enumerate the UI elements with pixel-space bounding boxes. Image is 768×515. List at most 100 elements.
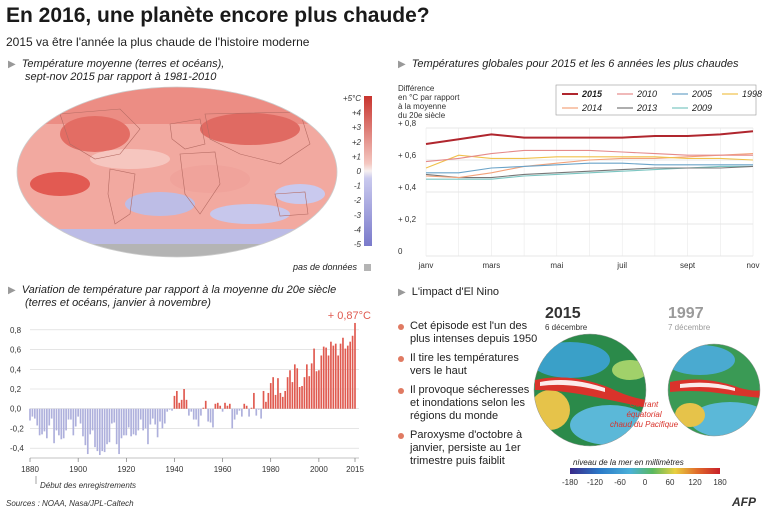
bar	[101, 408, 104, 452]
y-tick-label: 0,0	[10, 405, 22, 414]
series-line-2005	[426, 162, 753, 174]
bar	[33, 408, 36, 419]
bar	[115, 408, 118, 445]
current-label: Courant équatorial chaud du Pacifique	[610, 400, 678, 430]
x-tick-label: 1900	[69, 465, 87, 474]
bar	[262, 390, 265, 409]
sea-level-gradient	[570, 468, 720, 474]
bar	[279, 392, 282, 409]
sea-tick-label: -180	[562, 478, 579, 487]
bar	[113, 408, 116, 423]
bar	[284, 390, 287, 409]
globe2-date: 7 décembre	[668, 323, 711, 332]
bar	[151, 408, 154, 419]
sea-tick-label: 0	[643, 478, 648, 487]
sea-tick-label: -120	[587, 478, 604, 487]
legend-label: 2005	[691, 89, 713, 99]
elnino-bullets: Cet épisode est l'un des plus intenses d…	[398, 320, 538, 474]
scale-tick-label: -4	[354, 225, 362, 234]
bar	[303, 377, 306, 409]
bar	[156, 408, 159, 438]
series-line-2013	[425, 165, 754, 179]
bar	[339, 343, 342, 409]
bar	[320, 355, 323, 409]
legend-label: 2014	[581, 103, 602, 113]
bar	[171, 408, 173, 411]
y-tick-label: 0	[398, 247, 403, 256]
no-data-label: pas de données	[293, 262, 358, 272]
bars-title-line1: Variation de température par rapport à l…	[21, 284, 337, 296]
globe-2015	[534, 334, 646, 446]
scale-tick-label: -1	[354, 182, 361, 191]
bar	[346, 345, 349, 409]
legend-box	[555, 84, 757, 116]
bar	[241, 408, 243, 417]
y-tick-label: + 0,2	[398, 215, 417, 224]
bar	[111, 408, 113, 424]
triangle-icon: ▶	[398, 59, 406, 70]
triangle-icon: ▶	[398, 287, 406, 298]
bar	[308, 376, 311, 409]
sea-level-globes	[533, 333, 761, 447]
bullet-item: Cet épisode est l'un des plus intenses d…	[398, 320, 538, 346]
bar	[60, 408, 63, 440]
globe1-year: 2015	[545, 305, 581, 322]
map-section-title: ▶ Température moyenne (terres et océans),…	[8, 58, 224, 84]
lines-section-title: ▶ Températures globales pour 2015 et les …	[398, 58, 738, 71]
series-line-2010	[425, 149, 753, 163]
bar	[183, 389, 185, 409]
lines-title-text: Températures globales pour 2015 et les 6…	[411, 58, 739, 70]
bar	[306, 364, 308, 409]
bar	[74, 408, 77, 427]
bullet-item: Paroxysme d'octobre à janvier, persiste …	[398, 429, 538, 468]
y-tick-label: + 0,4	[398, 183, 417, 192]
scale-tick-label: +1	[352, 152, 361, 161]
scale-tick-label: +5°C	[343, 94, 361, 103]
bars-title-line2: (terres et océans, janvier à novembre)	[25, 297, 211, 309]
bar	[53, 408, 55, 444]
bar	[296, 368, 299, 409]
sea-tick-label: 180	[713, 478, 727, 487]
bullet-item: Il provoque sécheresses et inondations s…	[398, 384, 538, 423]
bar	[84, 408, 87, 446]
bar	[349, 341, 352, 409]
x-tick-label: mai	[550, 261, 563, 270]
elnino-title-text: L'impact d'El Nino	[411, 286, 500, 298]
bar	[132, 408, 135, 435]
bar	[265, 401, 267, 409]
y-tick-label: 0,6	[10, 346, 22, 355]
sea-tick-label: -60	[614, 478, 626, 487]
y-tick-label: -0,2	[10, 424, 24, 433]
sea-level-ticks: -180 -120 -60 0 60 120 180	[562, 478, 727, 487]
bar	[224, 402, 226, 409]
bar	[91, 408, 94, 431]
bar	[144, 408, 147, 429]
page-subtitle: 2015 va être l'année la plus chaude de l…	[6, 35, 310, 49]
bar	[147, 408, 149, 445]
bar	[79, 408, 82, 424]
bar	[351, 335, 354, 409]
bar	[322, 346, 325, 409]
bar	[98, 408, 101, 456]
bar	[337, 355, 339, 409]
y-tick-label: + 0,6	[398, 151, 417, 160]
scale-tick-label: +2	[352, 138, 362, 147]
bar	[291, 382, 294, 409]
page-title: En 2016, une planète encore plus chaude?	[6, 4, 430, 27]
x-tick-label: janv	[418, 261, 434, 270]
bar	[269, 383, 272, 409]
lines-ylabel-line2: à la moyenne	[398, 102, 447, 111]
sea-tick-label: 60	[666, 478, 675, 487]
bar	[255, 408, 258, 416]
bar	[46, 408, 48, 439]
x-tick-label: sept	[680, 261, 696, 270]
bar	[214, 403, 217, 409]
bar	[260, 408, 262, 419]
bar	[228, 403, 231, 409]
bar	[238, 408, 241, 411]
bar	[96, 408, 99, 452]
bar	[207, 408, 209, 422]
x-tick-label: 1940	[166, 465, 184, 474]
bar	[354, 322, 356, 409]
bar	[159, 408, 161, 422]
